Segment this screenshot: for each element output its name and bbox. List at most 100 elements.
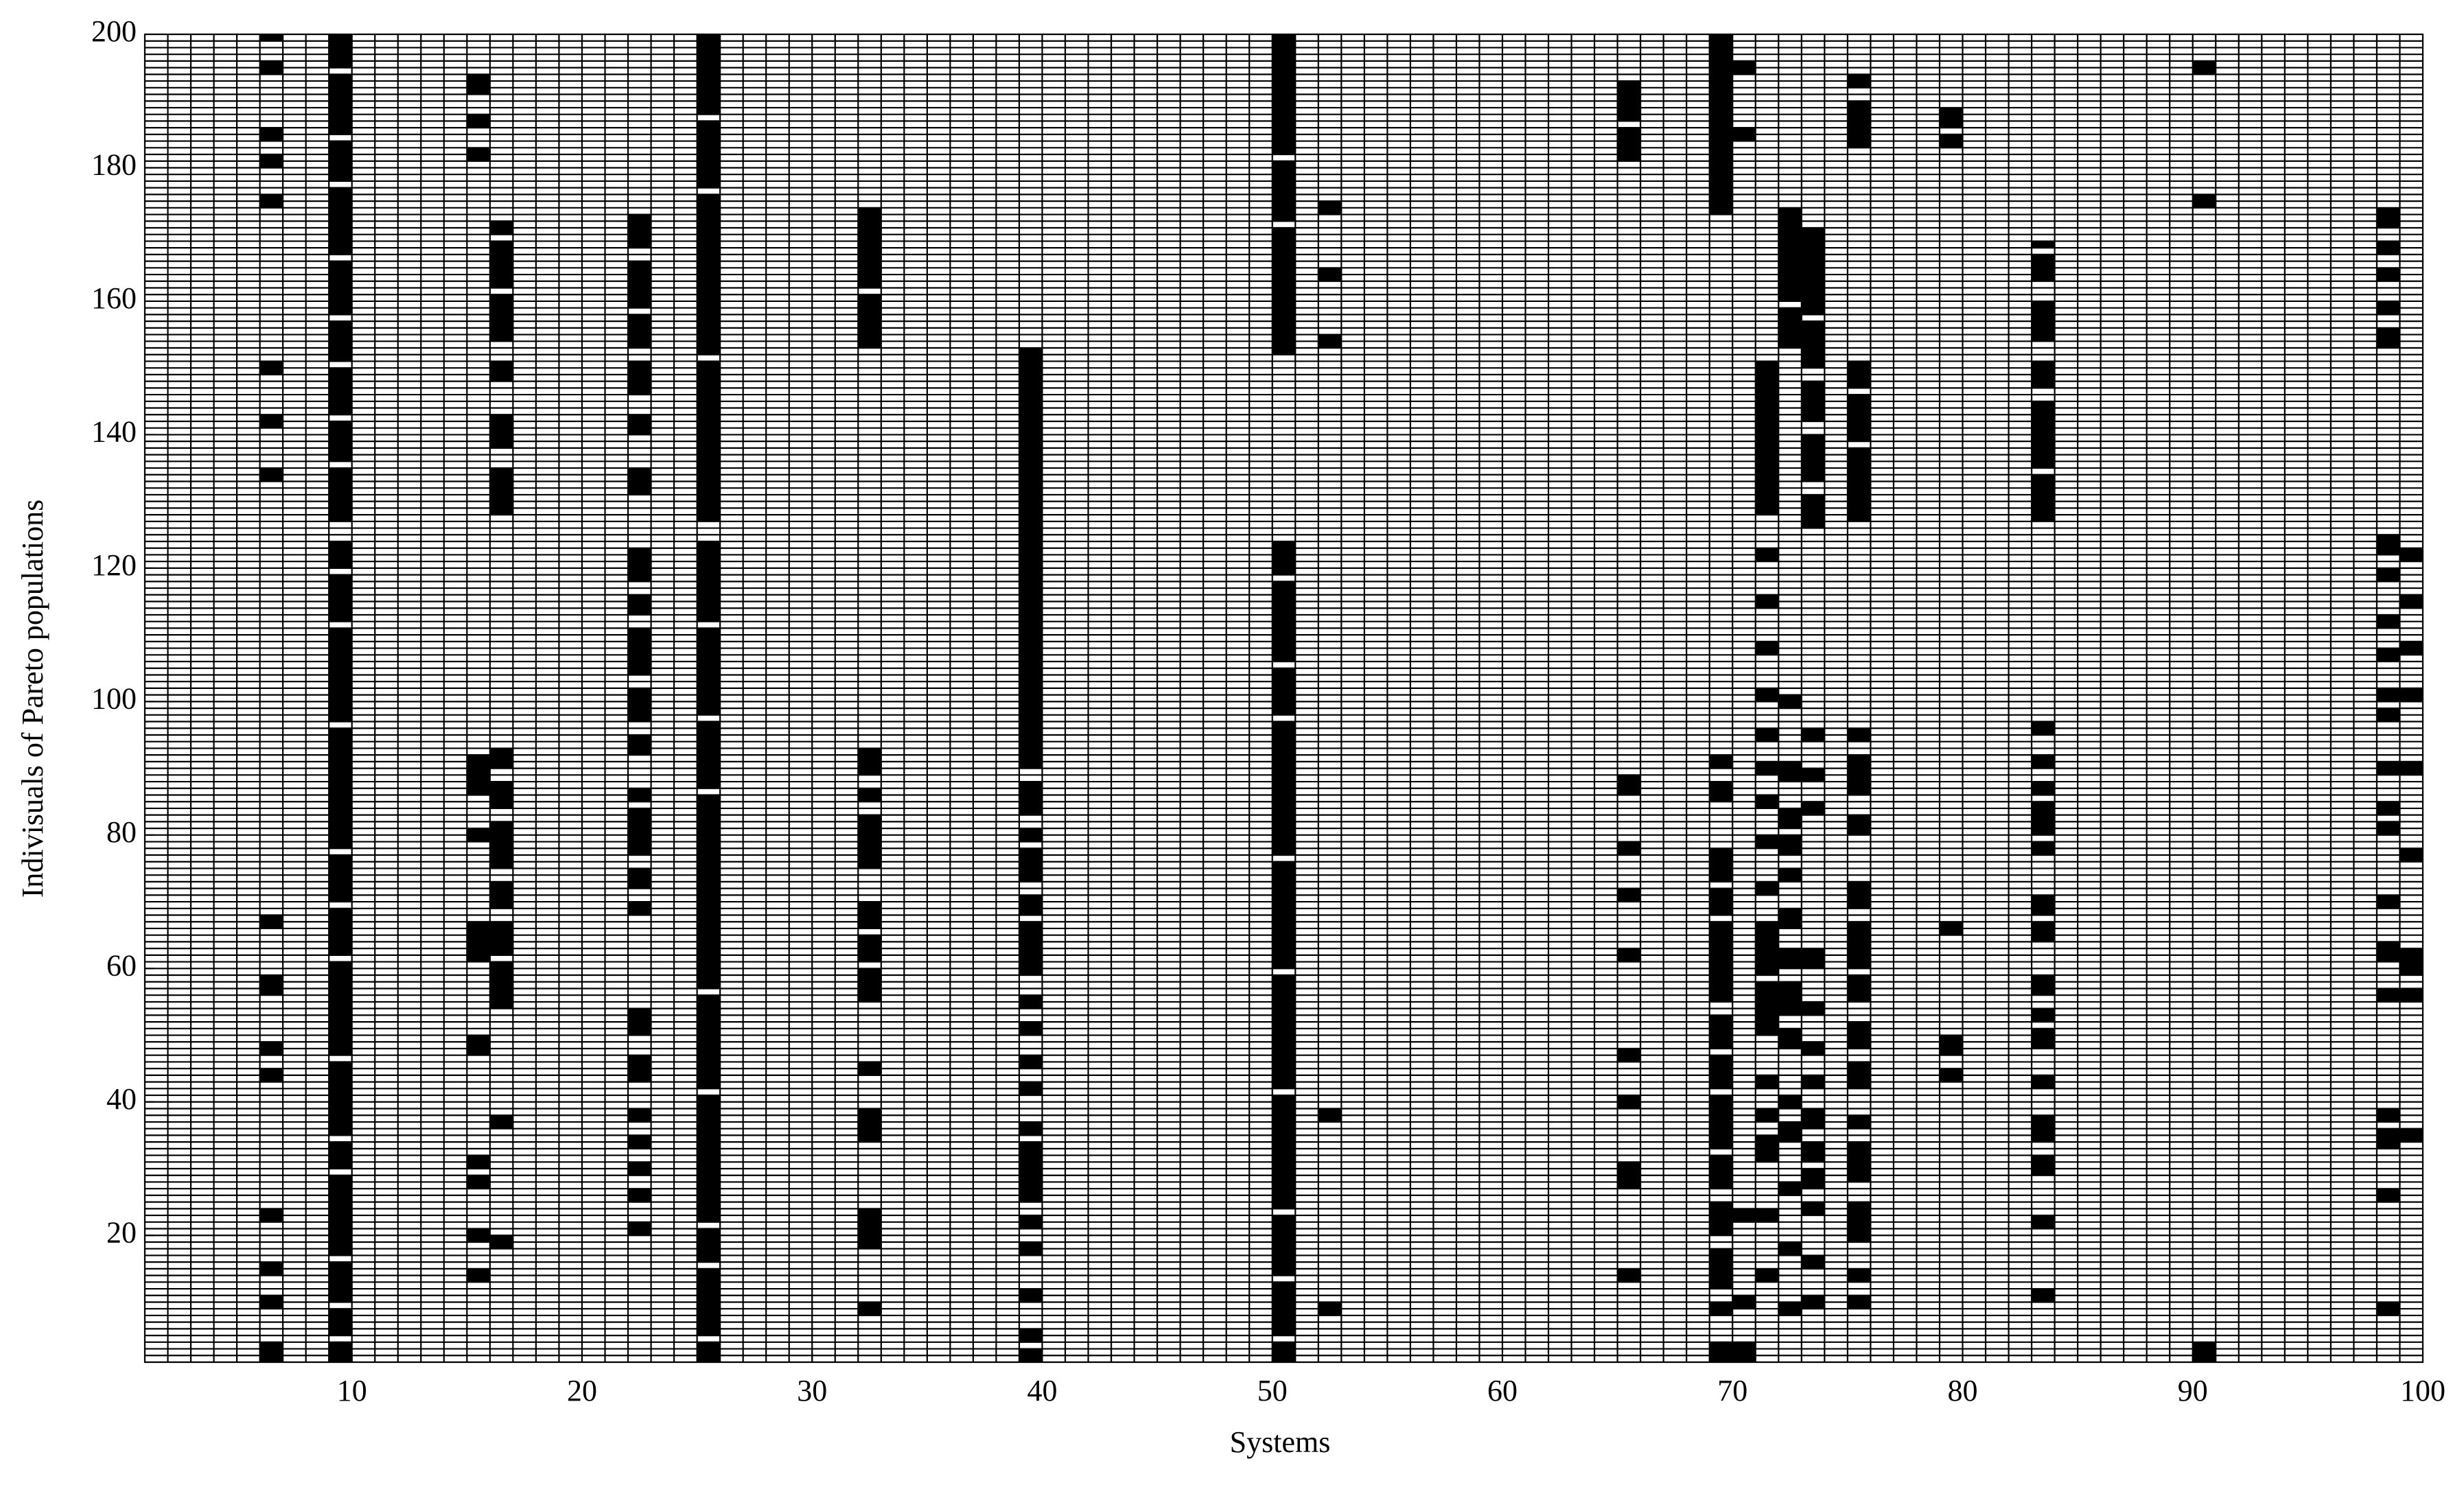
cell-run <box>628 214 651 248</box>
cell-run <box>329 855 352 902</box>
cell-run <box>329 908 352 955</box>
cell-run <box>489 922 513 955</box>
cell-run <box>858 968 881 1002</box>
cell-run <box>489 241 513 288</box>
cell-run <box>697 1342 721 1362</box>
cell-run <box>467 1035 490 1055</box>
cell-run <box>2376 535 2400 555</box>
cell-run <box>628 594 651 615</box>
y-tick-label: 120 <box>91 548 137 582</box>
y-tick-label: 100 <box>91 681 137 715</box>
cell-run <box>1019 1142 1043 1202</box>
cell-run <box>1778 1028 1802 1049</box>
cell-run <box>1801 494 1825 528</box>
cell-run <box>259 34 283 41</box>
cell-run <box>489 748 513 769</box>
cell-run <box>1272 161 1296 222</box>
cell-run <box>1272 975 1296 1089</box>
cell-run <box>2376 207 2400 228</box>
y-tick-label: 80 <box>106 815 137 849</box>
cell-run <box>2032 1155 2055 1176</box>
cell-run <box>467 74 490 95</box>
cell-run <box>329 1062 352 1136</box>
cell-run <box>329 1342 352 1362</box>
cell-run <box>1709 1342 1733 1362</box>
cell-run <box>628 688 651 722</box>
cell-run <box>628 414 651 435</box>
cell-run <box>1847 447 1871 522</box>
cell-run <box>1939 1035 1963 1055</box>
cell-run <box>628 261 651 308</box>
cell-run <box>1801 948 1825 969</box>
cell-run <box>2192 1342 2216 1362</box>
cell-run <box>628 734 651 756</box>
cell-run <box>1272 227 1296 355</box>
cell-run <box>1617 128 1641 161</box>
cell-run <box>628 314 651 349</box>
cell-run <box>1709 1015 1733 1049</box>
cell-run <box>1778 981 1802 1016</box>
cell-run <box>1939 107 1963 128</box>
y-tick-label: 180 <box>91 148 137 182</box>
cell-run <box>1847 922 1871 969</box>
cell-run <box>329 574 352 622</box>
cell-run <box>1778 808 1802 829</box>
cell-run <box>1709 782 1733 802</box>
cell-run <box>1272 1095 1296 1209</box>
y-axis-label: Indivisuals of Pareto populations <box>16 500 49 898</box>
cell-run <box>2032 241 2055 248</box>
cell-run <box>259 975 283 996</box>
cell-run <box>1778 908 1802 928</box>
cell-run <box>2032 802 2055 835</box>
cell-run <box>2032 895 2055 915</box>
axes-frame <box>144 34 2424 1363</box>
cell-run <box>1801 1108 1825 1129</box>
cell-run <box>1272 668 1296 715</box>
cell-run <box>489 821 513 869</box>
cell-run <box>1709 848 1733 882</box>
cell-run <box>1019 848 1043 882</box>
cell-run <box>489 361 513 382</box>
cell-run <box>1272 1342 1296 1362</box>
cell-run <box>628 808 651 856</box>
x-tick-label: 60 <box>1487 1374 1518 1407</box>
cell-run <box>1272 1215 1296 1276</box>
y-tick-label: 140 <box>91 415 137 449</box>
cell-run <box>628 628 651 675</box>
cell-run <box>697 795 721 989</box>
cell-run <box>1755 361 1779 515</box>
cell-run <box>1019 782 1043 815</box>
cell-run <box>628 868 651 889</box>
cell-run <box>1801 227 1825 315</box>
cell-run <box>2032 474 2055 522</box>
cell-run <box>1617 775 1641 795</box>
cell-run <box>1709 1202 1733 1236</box>
cell-run <box>329 74 352 135</box>
cell-run <box>2376 327 2400 349</box>
cell-run <box>2376 1128 2400 1149</box>
y-tick-label: 60 <box>106 948 137 982</box>
cell-run <box>628 361 651 395</box>
y-tick-label: 160 <box>91 281 137 315</box>
y-tick-label: 200 <box>91 14 137 48</box>
y-tick-label: 20 <box>106 1215 137 1249</box>
cell-run <box>1019 348 1043 769</box>
cell-run <box>1709 1055 1733 1089</box>
x-tick-label: 30 <box>797 1374 827 1407</box>
cell-run <box>1732 1342 1756 1362</box>
cell-run <box>1801 321 1825 369</box>
cell-run <box>1778 948 1802 969</box>
x-tick-label: 10 <box>337 1374 367 1407</box>
x-tick-label: 40 <box>1027 1374 1057 1407</box>
cell-run <box>259 1342 283 1362</box>
cell-run <box>628 548 651 582</box>
cell-run <box>1801 1169 1825 1189</box>
cell-run <box>329 368 352 415</box>
cell-run <box>2032 975 2055 996</box>
cell-run <box>697 1228 721 1263</box>
cell-run <box>1847 101 1871 148</box>
cell-run <box>489 294 513 342</box>
cell-run <box>329 34 352 68</box>
x-tick-label: 100 <box>2400 1374 2445 1407</box>
cell-run <box>697 1095 721 1222</box>
